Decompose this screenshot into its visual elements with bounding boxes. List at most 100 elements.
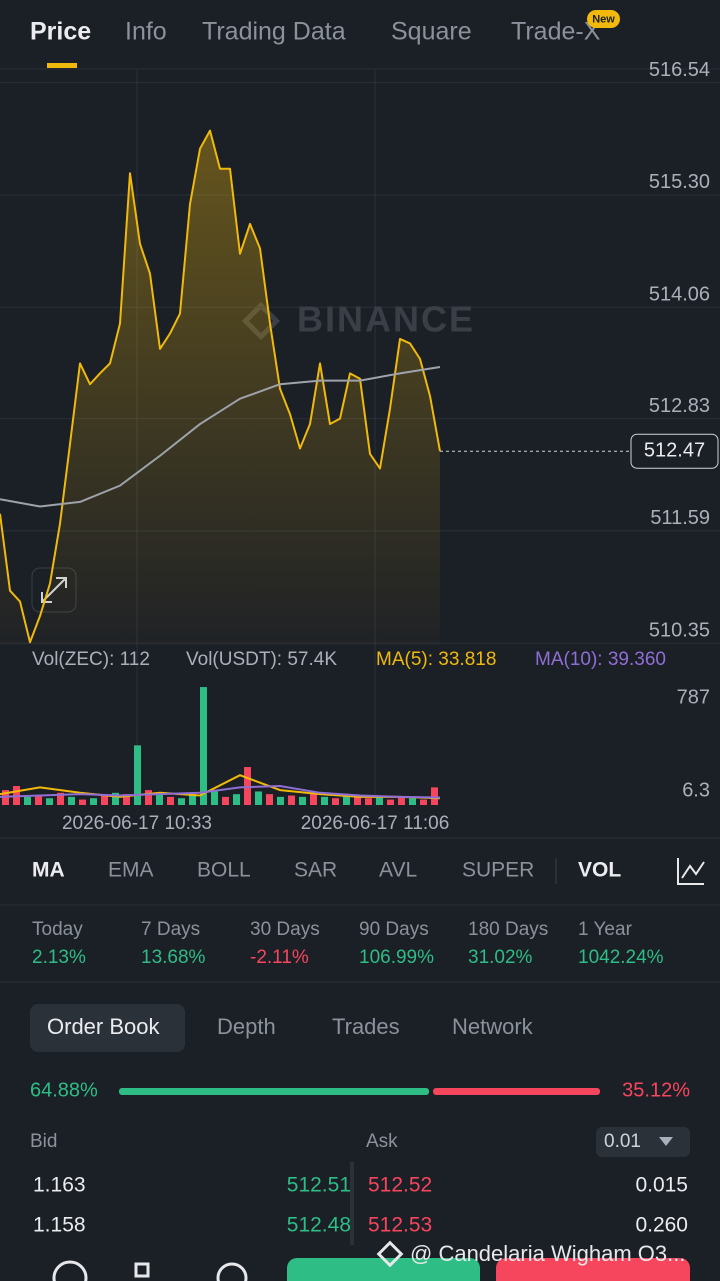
time-label: 2026-06-17 10:33 (62, 813, 212, 834)
volume-legend: MA(5): 33.818 (376, 649, 496, 670)
volume-bar (310, 792, 317, 805)
volume-bar (376, 796, 383, 805)
volume-bar (189, 794, 196, 805)
volume-legend: MA(10): 39.360 (535, 649, 666, 670)
y-tick-label: 6.3 (682, 779, 710, 801)
y-tick-label: 511.59 (650, 507, 710, 529)
column-header: Ask (366, 1131, 398, 1152)
volume-bar (156, 792, 163, 805)
period-label: 90 Days (359, 919, 429, 940)
dropdown-arrow (659, 1137, 673, 1146)
volume-bar (277, 796, 284, 805)
volume-bar (233, 794, 240, 805)
ask-ratio-bar (433, 1088, 600, 1095)
period-label: 1 Year (578, 919, 633, 940)
volume-bar (101, 795, 108, 805)
bid-amount: 1.163 (33, 1174, 86, 1197)
volume-bar (68, 796, 75, 805)
period-change: 13.68% (141, 947, 206, 968)
period-change: 1042.24% (578, 947, 664, 968)
period-change: 106.99% (359, 947, 434, 968)
chart-settings-icon[interactable] (677, 858, 705, 885)
badge: New (592, 13, 615, 25)
period-change: -2.11% (250, 947, 309, 968)
alert-icon[interactable] (216, 1262, 248, 1281)
y-tick-label: 515.30 (649, 171, 710, 193)
ask-price: 512.53 (368, 1214, 432, 1237)
volume-bar (343, 795, 350, 805)
volume-bar (255, 791, 262, 805)
nav-tab[interactable]: Square (391, 18, 472, 46)
nav-tab[interactable]: Info (125, 18, 167, 46)
volume-bar (46, 798, 53, 805)
nav-tab[interactable]: Trading Data (202, 18, 346, 46)
volume-bar (420, 799, 427, 805)
bid-ratio-bar (119, 1088, 430, 1095)
volume-bar (266, 794, 273, 805)
volume-bar (79, 799, 86, 805)
volume-bar (211, 790, 218, 805)
volume-ma-line (0, 785, 441, 799)
indicator-tab[interactable]: AVL (379, 859, 417, 882)
volume-bar (123, 794, 130, 805)
y-tick-label: 512.83 (649, 395, 710, 417)
volume-bar (365, 798, 372, 805)
indicator-tab[interactable]: MA (32, 859, 65, 882)
indicator-tab[interactable]: EMA (108, 859, 154, 882)
indicator-tab[interactable]: BOLL (197, 859, 251, 882)
ma-line (0, 366, 441, 508)
indicator-tab[interactable]: VOL (578, 859, 621, 882)
nav-tab[interactable]: Price (30, 18, 91, 46)
book-tab[interactable]: Network (452, 1014, 534, 1039)
period-label: 180 Days (468, 919, 548, 940)
grid-icon[interactable] (134, 1262, 150, 1278)
volume-bar (35, 795, 42, 805)
last-price-label: 512.47 (644, 440, 705, 462)
volume-bar (112, 792, 119, 805)
nav-tab[interactable]: Trade-X (511, 18, 601, 46)
volume-bar (57, 792, 64, 805)
buy-button[interactable] (287, 1258, 480, 1281)
period-label: 7 Days (141, 919, 200, 940)
ask-price: 512.52 (368, 1174, 432, 1197)
indicator-tab[interactable]: SUPER (462, 859, 534, 882)
volume-bar (145, 790, 152, 805)
bid-ratio: 64.88% (30, 1079, 98, 1101)
ask-amount: 0.260 (635, 1214, 688, 1237)
period-change: 31.02% (468, 947, 533, 968)
sell-button[interactable] (496, 1258, 690, 1281)
volume-bar (299, 796, 306, 805)
book-tab[interactable]: Order Book (47, 1014, 160, 1039)
price-line-area (0, 130, 440, 645)
indicator-tab[interactable]: SAR (294, 859, 337, 882)
y-tick-label: 510.35 (649, 619, 710, 641)
volume-bar (244, 767, 251, 805)
period-label: 30 Days (250, 919, 320, 940)
y-tick-label: 514.06 (649, 284, 710, 306)
bottom-bar (52, 1240, 690, 1281)
volume-bar (332, 798, 339, 805)
bid-price: 512.51 (287, 1174, 351, 1197)
time-label: 2026-06-17 11:06 (301, 813, 450, 834)
book-tab[interactable]: Depth (217, 1014, 276, 1039)
volume-bar (409, 798, 416, 805)
ask-amount: 0.015 (635, 1174, 688, 1197)
period-change: 2.13% (32, 947, 86, 968)
volume-bar (24, 796, 31, 805)
price-line (0, 129, 441, 644)
volume-bar (222, 796, 229, 805)
badge-bg (587, 10, 620, 28)
tab-indicator (47, 63, 77, 68)
y-tick-label: 516.54 (649, 59, 710, 81)
bid-price: 512.48 (287, 1214, 351, 1237)
more-icon[interactable] (52, 1260, 88, 1281)
book-tab[interactable]: Trades (332, 1014, 400, 1039)
column-header: Bid (30, 1131, 57, 1152)
precision-value[interactable]: 0.01 (604, 1131, 641, 1152)
y-tick-label: 787 (677, 687, 710, 709)
watermark-text: @ Candelaria Wigham O3... (410, 1241, 685, 1266)
precision-dropdown[interactable] (596, 1127, 690, 1157)
volume-bar (398, 796, 405, 805)
watermark: BINANCE (297, 299, 475, 340)
